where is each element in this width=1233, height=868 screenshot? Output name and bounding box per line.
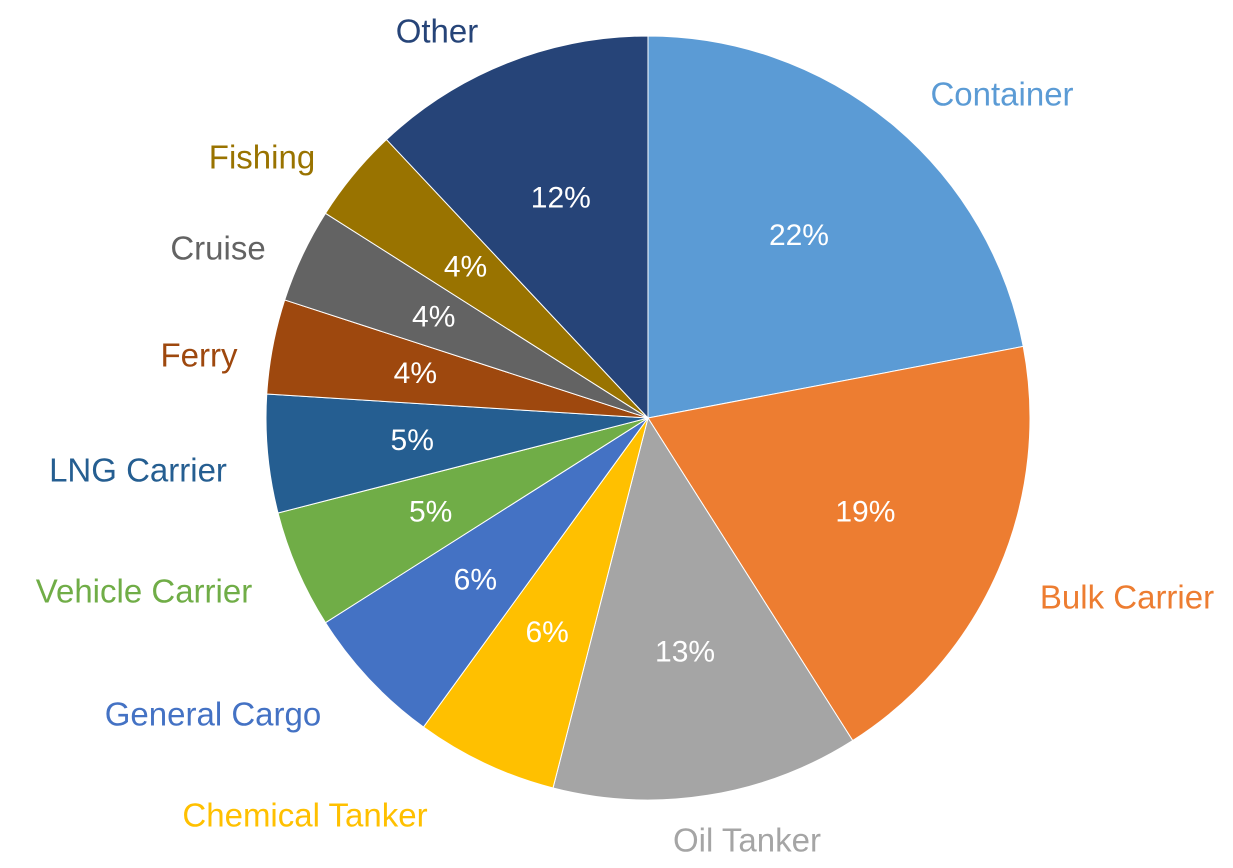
percent-label-cruise: 4% [412,301,455,334]
percent-label-oil-tanker: 13% [655,635,715,668]
category-label-fishing: Fishing [209,139,315,176]
pie-slice-oil-tanker [552,416,854,801]
percent-label-other: 12% [531,181,591,214]
pie-slices [265,35,1031,801]
percent-label-general-cargo: 6% [454,564,497,597]
pie-slice-bulk-carrier [647,345,1031,742]
pie-slice-general-cargo [324,417,649,728]
category-label-general-cargo: General Cargo [105,696,321,733]
pie-slice-container [647,35,1024,419]
category-label-cruise: Cruise [170,230,265,267]
category-label-oil-tanker: Oil Tanker [673,822,821,859]
category-labels: Container Bulk Carrier Oil Tanker Chemical … [36,13,1214,859]
percent-label-vehicle-carrier: 5% [409,496,452,529]
category-label-other: Other [396,13,479,50]
percent-label-container: 22% [769,219,829,252]
pie-slice-chemical-tanker [422,417,649,789]
percent-label-fishing: 4% [444,251,487,284]
category-label-lng-carrier: LNG Carrier [49,452,227,489]
percent-label-bulk-carrier: 19% [835,496,895,529]
category-label-ferry: Ferry [161,337,238,374]
percent-label-chemical-tanker: 6% [525,616,568,649]
category-label-vehicle-carrier: Vehicle Carrier [36,573,252,610]
percent-label-lng-carrier: 5% [391,424,434,457]
category-label-bulk-carrier: Bulk Carrier [1040,579,1214,616]
pie-slice-other [385,35,649,420]
category-label-chemical-tanker: Chemical Tanker [182,797,427,834]
percent-labels: 22% 19% 13% 6% 6% 5% 5% 4% 4% 4% 12% [391,181,896,668]
category-label-container: Container [930,76,1073,113]
percent-label-ferry: 4% [394,357,437,390]
